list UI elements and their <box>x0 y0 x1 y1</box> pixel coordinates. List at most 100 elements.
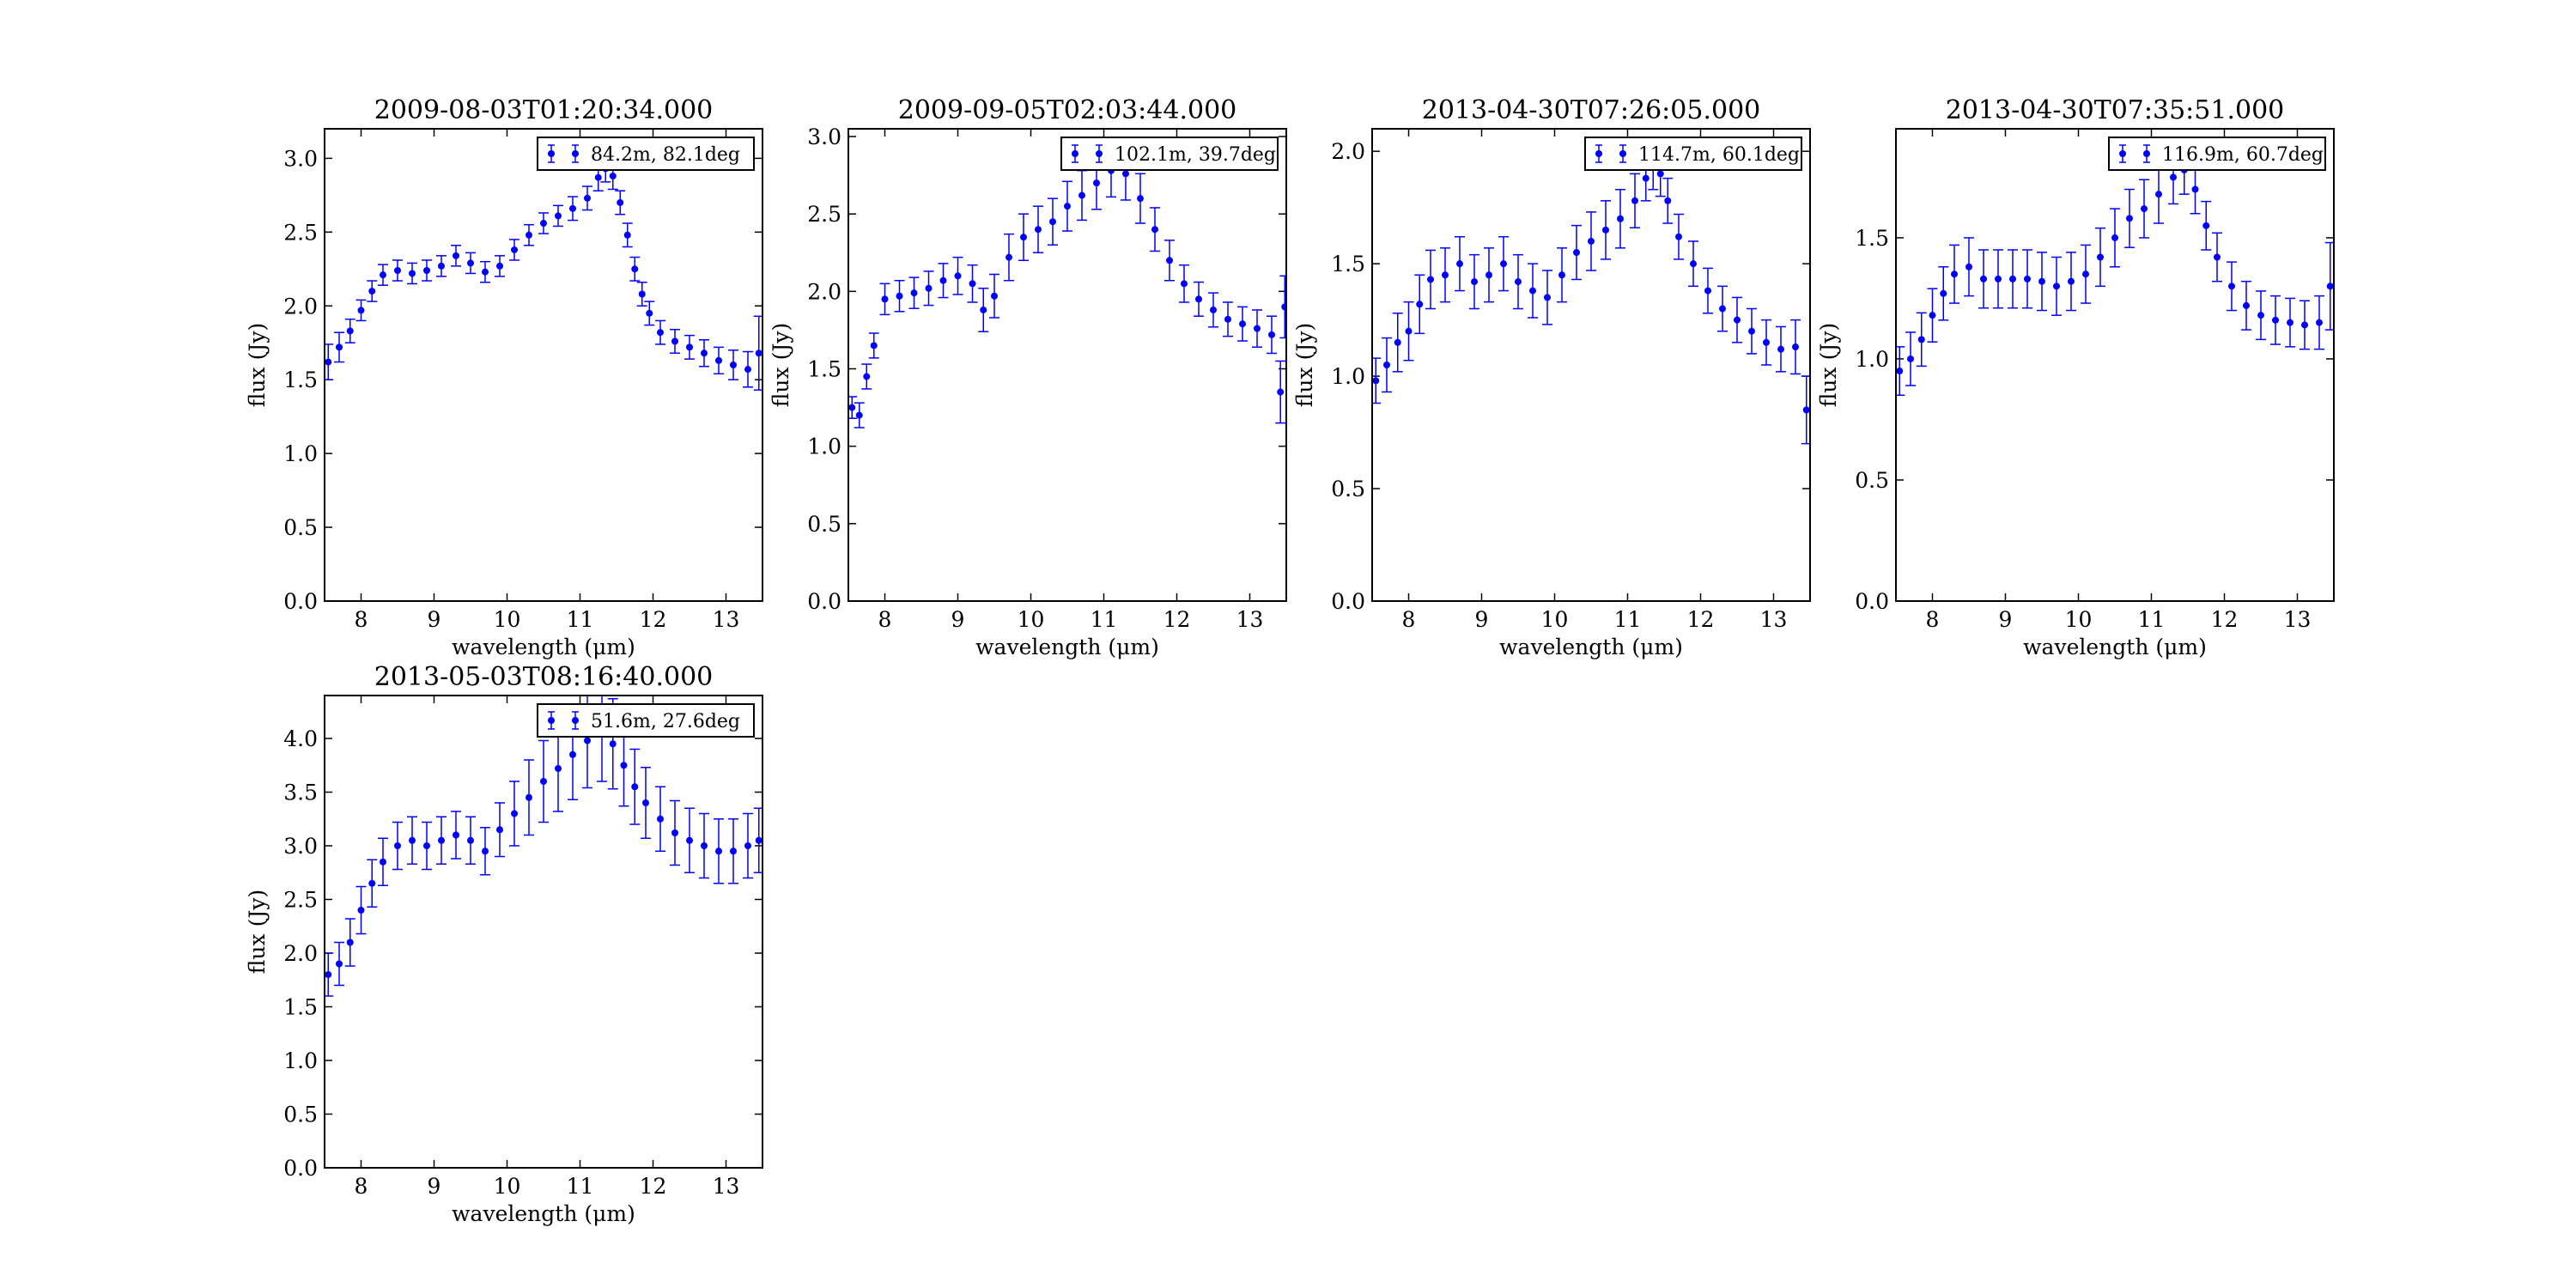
data-point <box>1802 406 1810 414</box>
data-point <box>438 836 445 844</box>
y-tick-label: 2.0 <box>283 294 318 319</box>
legend-marker-point <box>548 150 555 157</box>
data-point <box>1078 191 1085 199</box>
data-point <box>1049 218 1056 226</box>
data-point <box>1602 226 1609 234</box>
data-point <box>325 971 332 978</box>
y-axis-label: flux (Jy) <box>769 323 793 407</box>
x-axis-label: wavelength (μm) <box>975 635 1159 659</box>
y-axis-label: flux (Jy) <box>245 890 270 974</box>
x-tick-label: 9 <box>428 607 441 632</box>
y-tick-label: 2.0 <box>1331 139 1365 164</box>
data-point <box>1093 179 1100 187</box>
data-point <box>2141 205 2148 213</box>
data-point <box>496 826 503 834</box>
data-point <box>1656 170 1664 178</box>
data-point <box>2316 319 2323 326</box>
data-point <box>1690 260 1697 268</box>
x-tick-label: 9 <box>1999 607 2013 632</box>
data-point <box>1416 301 1424 308</box>
data-point <box>482 268 489 276</box>
data-point <box>325 358 332 366</box>
data-point <box>671 829 678 836</box>
chart-title: 2013-04-30T07:26:05.000 <box>1422 95 1761 125</box>
data-point <box>969 280 976 288</box>
x-axis-label: wavelength (μm) <box>452 635 635 659</box>
data-point <box>2301 321 2308 329</box>
axes-frame <box>324 128 763 602</box>
data-point <box>1980 275 1987 283</box>
data-point <box>569 750 576 758</box>
x-tick-label: 8 <box>355 1174 368 1199</box>
data-point <box>336 960 343 968</box>
data-point <box>2170 173 2177 181</box>
x-tick-label: 11 <box>2138 607 2166 632</box>
legend-label: 102.1m, 39.7deg <box>1115 144 1276 166</box>
x-tick-label: 9 <box>951 607 965 632</box>
data-point <box>1588 237 1595 245</box>
chart-title: 2009-08-03T01:20:34.000 <box>374 95 714 125</box>
data-point <box>1239 320 1246 328</box>
data-point <box>1500 260 1507 268</box>
y-tick-label: 1.5 <box>283 995 318 1020</box>
data-point <box>2228 283 2235 290</box>
y-tick-label: 2.5 <box>283 888 318 913</box>
data-point <box>910 289 918 297</box>
data-point <box>657 329 664 337</box>
data-point <box>1719 305 1726 313</box>
y-tick-label: 1.5 <box>1855 226 1889 251</box>
data-point <box>1281 303 1286 311</box>
data-point <box>1268 331 1275 338</box>
y-tick-label: 1.5 <box>807 357 841 382</box>
data-point <box>1383 361 1390 368</box>
data-point <box>1224 315 1231 323</box>
data-point <box>1151 226 1158 234</box>
x-tick-label: 13 <box>713 607 740 632</box>
data-point <box>1195 295 1202 303</box>
y-tick-label: 0.5 <box>807 512 841 537</box>
data-point <box>1642 174 1649 182</box>
x-tick-label: 10 <box>2065 607 2093 632</box>
x-tick-label: 8 <box>878 607 892 632</box>
data-point <box>511 246 518 253</box>
y-tick-label: 0.0 <box>1855 589 1889 614</box>
y-tick-label: 4.0 <box>283 726 318 751</box>
data-point <box>863 373 871 380</box>
chart-panel-1: 2009-08-03T01:20:34.000 8 9 10 11 12 13 0.0 0.5 1… <box>245 95 763 659</box>
data-point <box>1631 197 1638 204</box>
data-point <box>357 907 365 914</box>
y-tick-label: 0.0 <box>1331 589 1365 614</box>
x-tick-label: 10 <box>1541 607 1569 632</box>
y-tick-label: 0.5 <box>1855 468 1889 493</box>
y-tick-label: 2.0 <box>807 279 841 304</box>
legend-marker-point <box>548 717 555 724</box>
data-point <box>855 411 863 419</box>
x-tick-label: 8 <box>1402 607 1416 632</box>
data-point <box>1777 345 1784 353</box>
data-point <box>380 858 386 866</box>
y-tick-label: 0.0 <box>283 1156 318 1181</box>
data-point <box>755 349 762 357</box>
x-tick-label: 12 <box>2211 607 2239 632</box>
data-point <box>438 262 445 270</box>
data-point <box>380 271 386 279</box>
data-point <box>1544 294 1551 301</box>
x-tick-label: 9 <box>428 1174 441 1199</box>
data-point <box>701 349 708 357</box>
data-point <box>467 259 474 267</box>
data-point <box>671 337 678 345</box>
data-point <box>540 778 547 785</box>
data-point <box>1573 249 1580 257</box>
x-tick-label: 13 <box>2284 607 2312 632</box>
chart-title: 2013-05-03T08:16:40.000 <box>374 662 714 692</box>
data-point <box>1064 203 1071 210</box>
data-point <box>409 270 416 277</box>
data-point <box>939 276 947 284</box>
x-tick-label: 8 <box>355 607 368 632</box>
data-point <box>1427 276 1434 283</box>
legend-marker-point <box>1072 150 1078 157</box>
data-point <box>2257 312 2264 319</box>
data-point <box>1277 388 1285 396</box>
x-tick-label: 13 <box>1236 607 1264 632</box>
data-point <box>2126 215 2133 222</box>
